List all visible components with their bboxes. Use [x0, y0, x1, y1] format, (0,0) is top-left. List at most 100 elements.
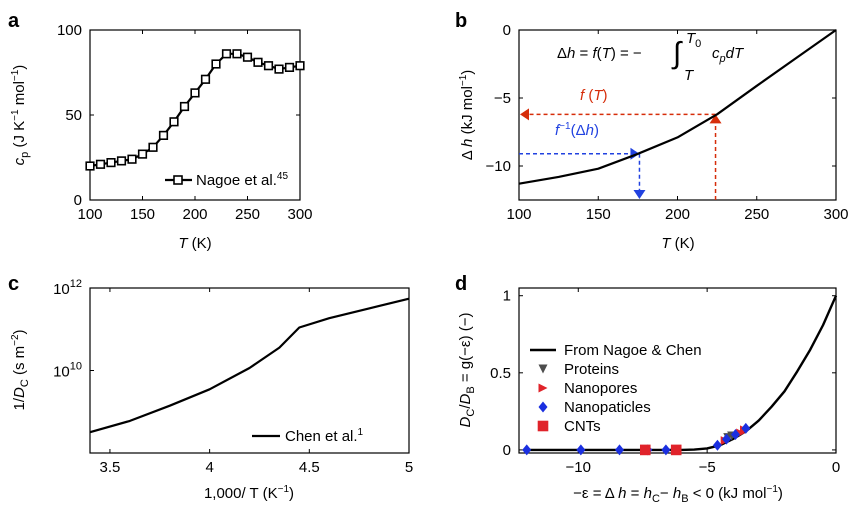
x-axis-label-a: T (K) — [178, 235, 211, 252]
series-group-c — [89, 297, 410, 434]
y-axis-label-a: cp (J K−1 mol−1) — [10, 65, 31, 166]
x-tick-label-a: 100 — [77, 206, 102, 223]
legend-swatch-nanopores — [538, 383, 548, 393]
data-point-nanopaticles — [661, 444, 671, 456]
legend-label-a: Nagoe et al.45 — [196, 171, 288, 189]
x-tick-label-a: 250 — [235, 206, 260, 223]
x-axis-label-c: 1,000/ T (K−1) — [204, 484, 294, 502]
data-point-nanopaticles — [712, 439, 722, 451]
legend-c: Chen et al.1 — [252, 427, 364, 445]
legend-swatch-nanopaticles — [538, 401, 548, 413]
tick-group-c: 3.5 4 4.5 5 1012 1010 — [53, 278, 413, 476]
data-point-a — [137, 149, 148, 159]
tick-group-a: 100 150 200 250 300 0 50 100 — [57, 22, 313, 223]
legend-label-d: CNTs — [564, 418, 601, 435]
x-tick-label-c: 5 — [405, 459, 413, 476]
integrand: cpdT — [712, 45, 745, 65]
data-point-nanopaticles — [730, 428, 740, 440]
data-point-a — [200, 74, 211, 84]
x-tick-label-a: 300 — [287, 206, 312, 223]
x-tick-label-a: 150 — [130, 206, 155, 223]
x-tick-label-d: −5 — [699, 459, 716, 476]
data-point-a — [148, 142, 158, 152]
y-tick-label-b: −10 — [486, 158, 511, 175]
arrow-head-f-up — [709, 114, 722, 124]
tick-group-d: −10 −5 0 0 0.5 1 — [490, 288, 840, 476]
data-point-a — [242, 52, 253, 62]
x-tick-label-d: −10 — [566, 459, 591, 476]
y-axis-label-b: Δ h (kJ mol−1) — [458, 70, 476, 161]
x-tick-label-b: 100 — [506, 206, 531, 223]
data-point-a — [95, 159, 106, 169]
y-tick-label-d: 1 — [503, 288, 511, 305]
equation-lhs: Δh = f(T) = − — [557, 45, 642, 62]
integral-upper: T0 — [686, 30, 701, 50]
data-point-a — [106, 158, 116, 168]
panel-letter-b: b — [455, 10, 467, 32]
data-point-a — [284, 62, 295, 72]
arrow-head-f-left — [520, 108, 529, 121]
data-point-nanopaticles — [615, 444, 625, 456]
integral-lower: T — [684, 67, 695, 84]
data-point-a — [263, 61, 274, 71]
panel-c: c 3.5 4 4.5 5 1012 1010 1,000/ T (K−1) 1/DC (… — [8, 273, 413, 502]
x-tick-label-b: 300 — [823, 206, 848, 223]
data-point-a — [232, 49, 242, 59]
y-axis-label-c: 1/DC (s m−2) — [10, 329, 31, 410]
legend-marker-a — [173, 175, 183, 185]
y-tick-label-b: 0 — [503, 22, 511, 39]
arrow-head-finv-down — [633, 190, 646, 199]
x-tick-label-b: 250 — [744, 206, 769, 223]
annotation-finv: f−1(Δh) — [555, 121, 599, 139]
annotation-f: f (T) — [580, 87, 608, 104]
y-tick-label-a: 0 — [74, 192, 82, 209]
legend-label-d: Nanopaticles — [564, 399, 651, 416]
series-group-a — [85, 49, 305, 171]
guide-arrows-b — [519, 108, 722, 200]
series-group-b — [518, 29, 837, 185]
x-tick-label-b: 150 — [586, 206, 611, 223]
data-point-a — [211, 59, 221, 69]
data-point-a — [116, 156, 127, 166]
x-tick-label-c: 4.5 — [299, 459, 320, 476]
data-point-a — [295, 61, 305, 71]
y-tick-label-c: 1010 — [53, 361, 82, 381]
panel-d: d −10 −5 0 0 0.5 1 −ε = Δ h = hC− hB < 0 (kJ … — [455, 273, 840, 505]
x-tick-label-c: 3.5 — [100, 459, 121, 476]
series-group-d — [522, 295, 838, 456]
tick-group-b: 100 150 200 250 300 0 −5 −10 — [486, 22, 849, 223]
data-point-a — [158, 130, 169, 141]
legend-a: Nagoe et al.45 — [165, 171, 288, 189]
panel-b: b 100 150 200 250 300 0 −5 −10 T (K) Δ h (kJ mo… — [455, 10, 849, 252]
data-point-a — [253, 57, 263, 67]
x-axis-label-d: −ε = Δ h = hC− hB < 0 (kJ mol−1) — [573, 484, 783, 505]
x-axis-label-b: T (K) — [661, 235, 694, 252]
y-tick-label-a: 50 — [65, 107, 82, 124]
data-point-nanopaticles — [576, 444, 586, 456]
data-point-a — [127, 154, 137, 164]
legend-swatch-proteins — [538, 364, 548, 374]
y-axis-label-d: DC/DB = g(−ε) (−) — [457, 313, 477, 428]
integral-sign: ∫ — [671, 37, 683, 70]
data-point-nanopaticles — [522, 444, 532, 456]
y-tick-label-d: 0.5 — [490, 365, 511, 382]
panel-a: a 100 150 200 250 300 0 50 100 T (K) cp (J K−1 … — [8, 10, 313, 252]
data-point-a — [169, 117, 179, 127]
legend-d: From Nagoe & Chen Proteins Nanopores Nanopa… — [530, 342, 702, 435]
data-point-cnts — [639, 444, 651, 456]
panel-letter-a: a — [8, 10, 20, 32]
data-point-nanopaticles — [721, 433, 731, 445]
data-point-a — [274, 64, 284, 74]
x-tick-label-a: 200 — [182, 206, 207, 223]
series-line-c — [89, 297, 410, 434]
legend-label-c: Chen et al.1 — [285, 427, 364, 445]
y-tick-label-b: −5 — [494, 90, 511, 107]
data-point-a — [221, 49, 232, 59]
series-line-a — [89, 52, 301, 168]
data-point-a — [190, 88, 200, 98]
legend-label-d: From Nagoe & Chen — [564, 342, 702, 359]
legend-label-d: Proteins — [564, 361, 619, 378]
y-tick-label-d: 0 — [503, 442, 511, 459]
data-point-a — [85, 161, 95, 171]
